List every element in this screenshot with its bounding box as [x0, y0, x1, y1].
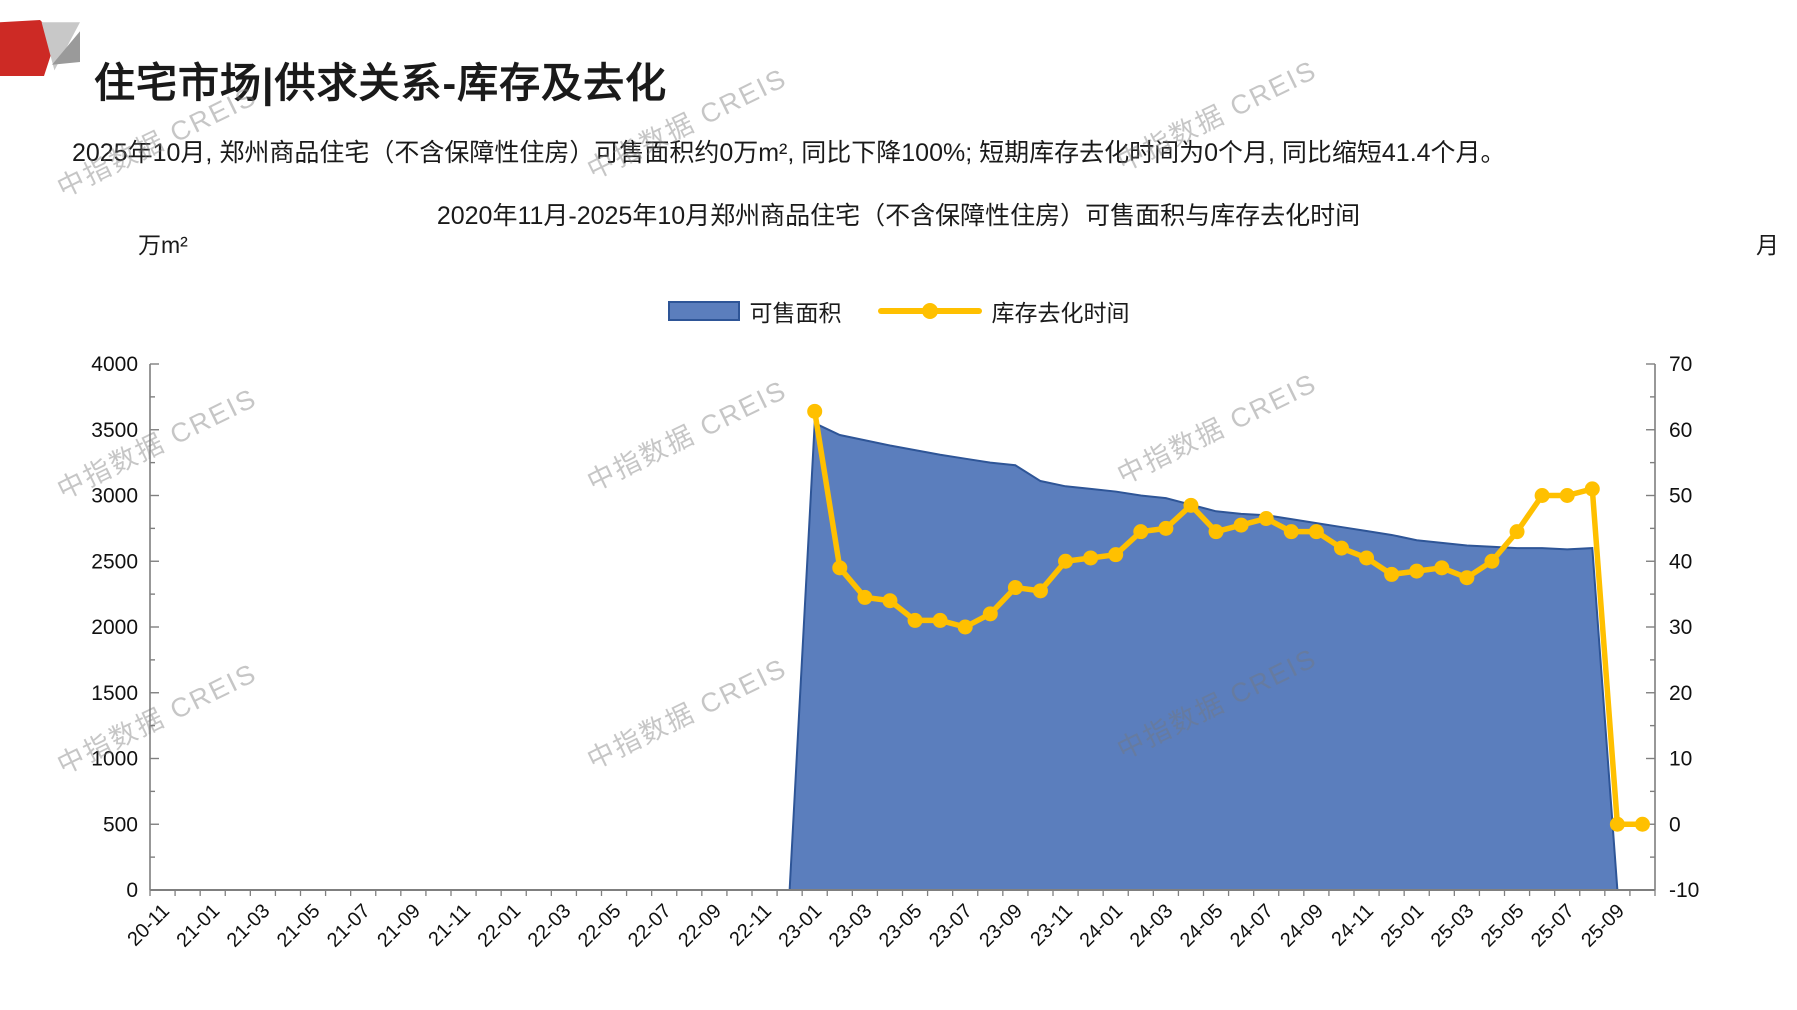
svg-text:23-09: 23-09: [975, 900, 1027, 952]
svg-text:24-01: 24-01: [1076, 900, 1128, 952]
svg-text:23-05: 23-05: [875, 900, 927, 952]
svg-text:2500: 2500: [91, 550, 138, 573]
svg-text:3000: 3000: [91, 485, 138, 508]
svg-text:24-09: 24-09: [1276, 900, 1328, 952]
svg-text:25-05: 25-05: [1477, 900, 1529, 952]
svg-text:21-03: 21-03: [223, 900, 275, 952]
svg-text:25-07: 25-07: [1527, 900, 1579, 952]
summary-text: 2025年10月, 郑州商品住宅（不含保障性住房）可售面积约0万m², 同比下降…: [72, 139, 1506, 167]
svg-text:23-03: 23-03: [825, 900, 877, 952]
svg-text:22-07: 22-07: [624, 900, 676, 952]
svg-text:24-11: 24-11: [1327, 900, 1378, 951]
svg-text:25-01: 25-01: [1377, 900, 1429, 952]
legend-item-line: 库存去化时间: [877, 294, 1130, 328]
svg-text:21-07: 21-07: [323, 900, 375, 952]
svg-text:22-03: 22-03: [524, 900, 576, 952]
right-axis-unit-label: 月: [1756, 232, 1779, 258]
legend-item-area: 可售面积: [667, 294, 842, 328]
svg-text:2000: 2000: [91, 616, 138, 639]
svg-text:21-05: 21-05: [273, 900, 325, 952]
svg-text:3500: 3500: [91, 419, 138, 442]
svg-text:22-05: 22-05: [574, 900, 626, 952]
svg-text:24-07: 24-07: [1226, 900, 1278, 952]
area-series: [162, 421, 1643, 891]
svg-text:24-05: 24-05: [1176, 900, 1228, 952]
legend-line-label: 库存去化时间: [991, 300, 1130, 326]
svg-text:22-11: 22-11: [725, 900, 776, 951]
svg-text:500: 500: [103, 813, 138, 836]
svg-text:50: 50: [1669, 485, 1692, 508]
svg-text:1500: 1500: [91, 682, 138, 705]
svg-text:22-09: 22-09: [674, 900, 726, 952]
svg-text:10: 10: [1669, 748, 1692, 771]
svg-text:-10: -10: [1669, 879, 1699, 902]
left-axis-unit-label: 万m²: [138, 232, 188, 258]
page-title: 住宅市场|供求关系-库存及去化: [94, 60, 668, 107]
svg-text:20-11: 20-11: [123, 900, 174, 951]
line-series-swatch: [877, 302, 982, 320]
svg-text:24-03: 24-03: [1126, 900, 1178, 952]
svg-text:40: 40: [1669, 550, 1692, 573]
svg-text:60: 60: [1669, 419, 1692, 442]
svg-text:30: 30: [1669, 616, 1692, 639]
svg-text:23-01: 23-01: [775, 900, 827, 952]
svg-text:4000: 4000: [91, 353, 138, 376]
line-swatch-dot: [921, 303, 938, 319]
svg-text:21-01: 21-01: [173, 900, 225, 952]
line-series: [807, 403, 1650, 832]
svg-text:23-07: 23-07: [925, 900, 977, 952]
svg-text:70: 70: [1669, 353, 1692, 376]
svg-text:20: 20: [1669, 682, 1692, 705]
svg-text:21-11: 21-11: [424, 900, 475, 951]
chart-title: 2020年11月-2025年10月郑州商品住宅（不含保障性住房）可售面积与库存去…: [436, 202, 1361, 230]
creis-logo: [0, 20, 80, 76]
svg-text:0: 0: [1669, 813, 1681, 836]
chart-legend: 可售面积 库存去化时间: [0, 294, 1797, 328]
legend-area-label: 可售面积: [749, 300, 842, 326]
svg-text:25-03: 25-03: [1427, 900, 1479, 952]
svg-text:22-01: 22-01: [474, 900, 526, 952]
svg-text:25-09: 25-09: [1577, 900, 1629, 952]
svg-text:21-09: 21-09: [373, 900, 425, 952]
area-series-swatch: [667, 301, 740, 321]
svg-text:1000: 1000: [91, 748, 138, 771]
svg-text:0: 0: [126, 879, 138, 902]
svg-text:23-11: 23-11: [1026, 900, 1077, 951]
